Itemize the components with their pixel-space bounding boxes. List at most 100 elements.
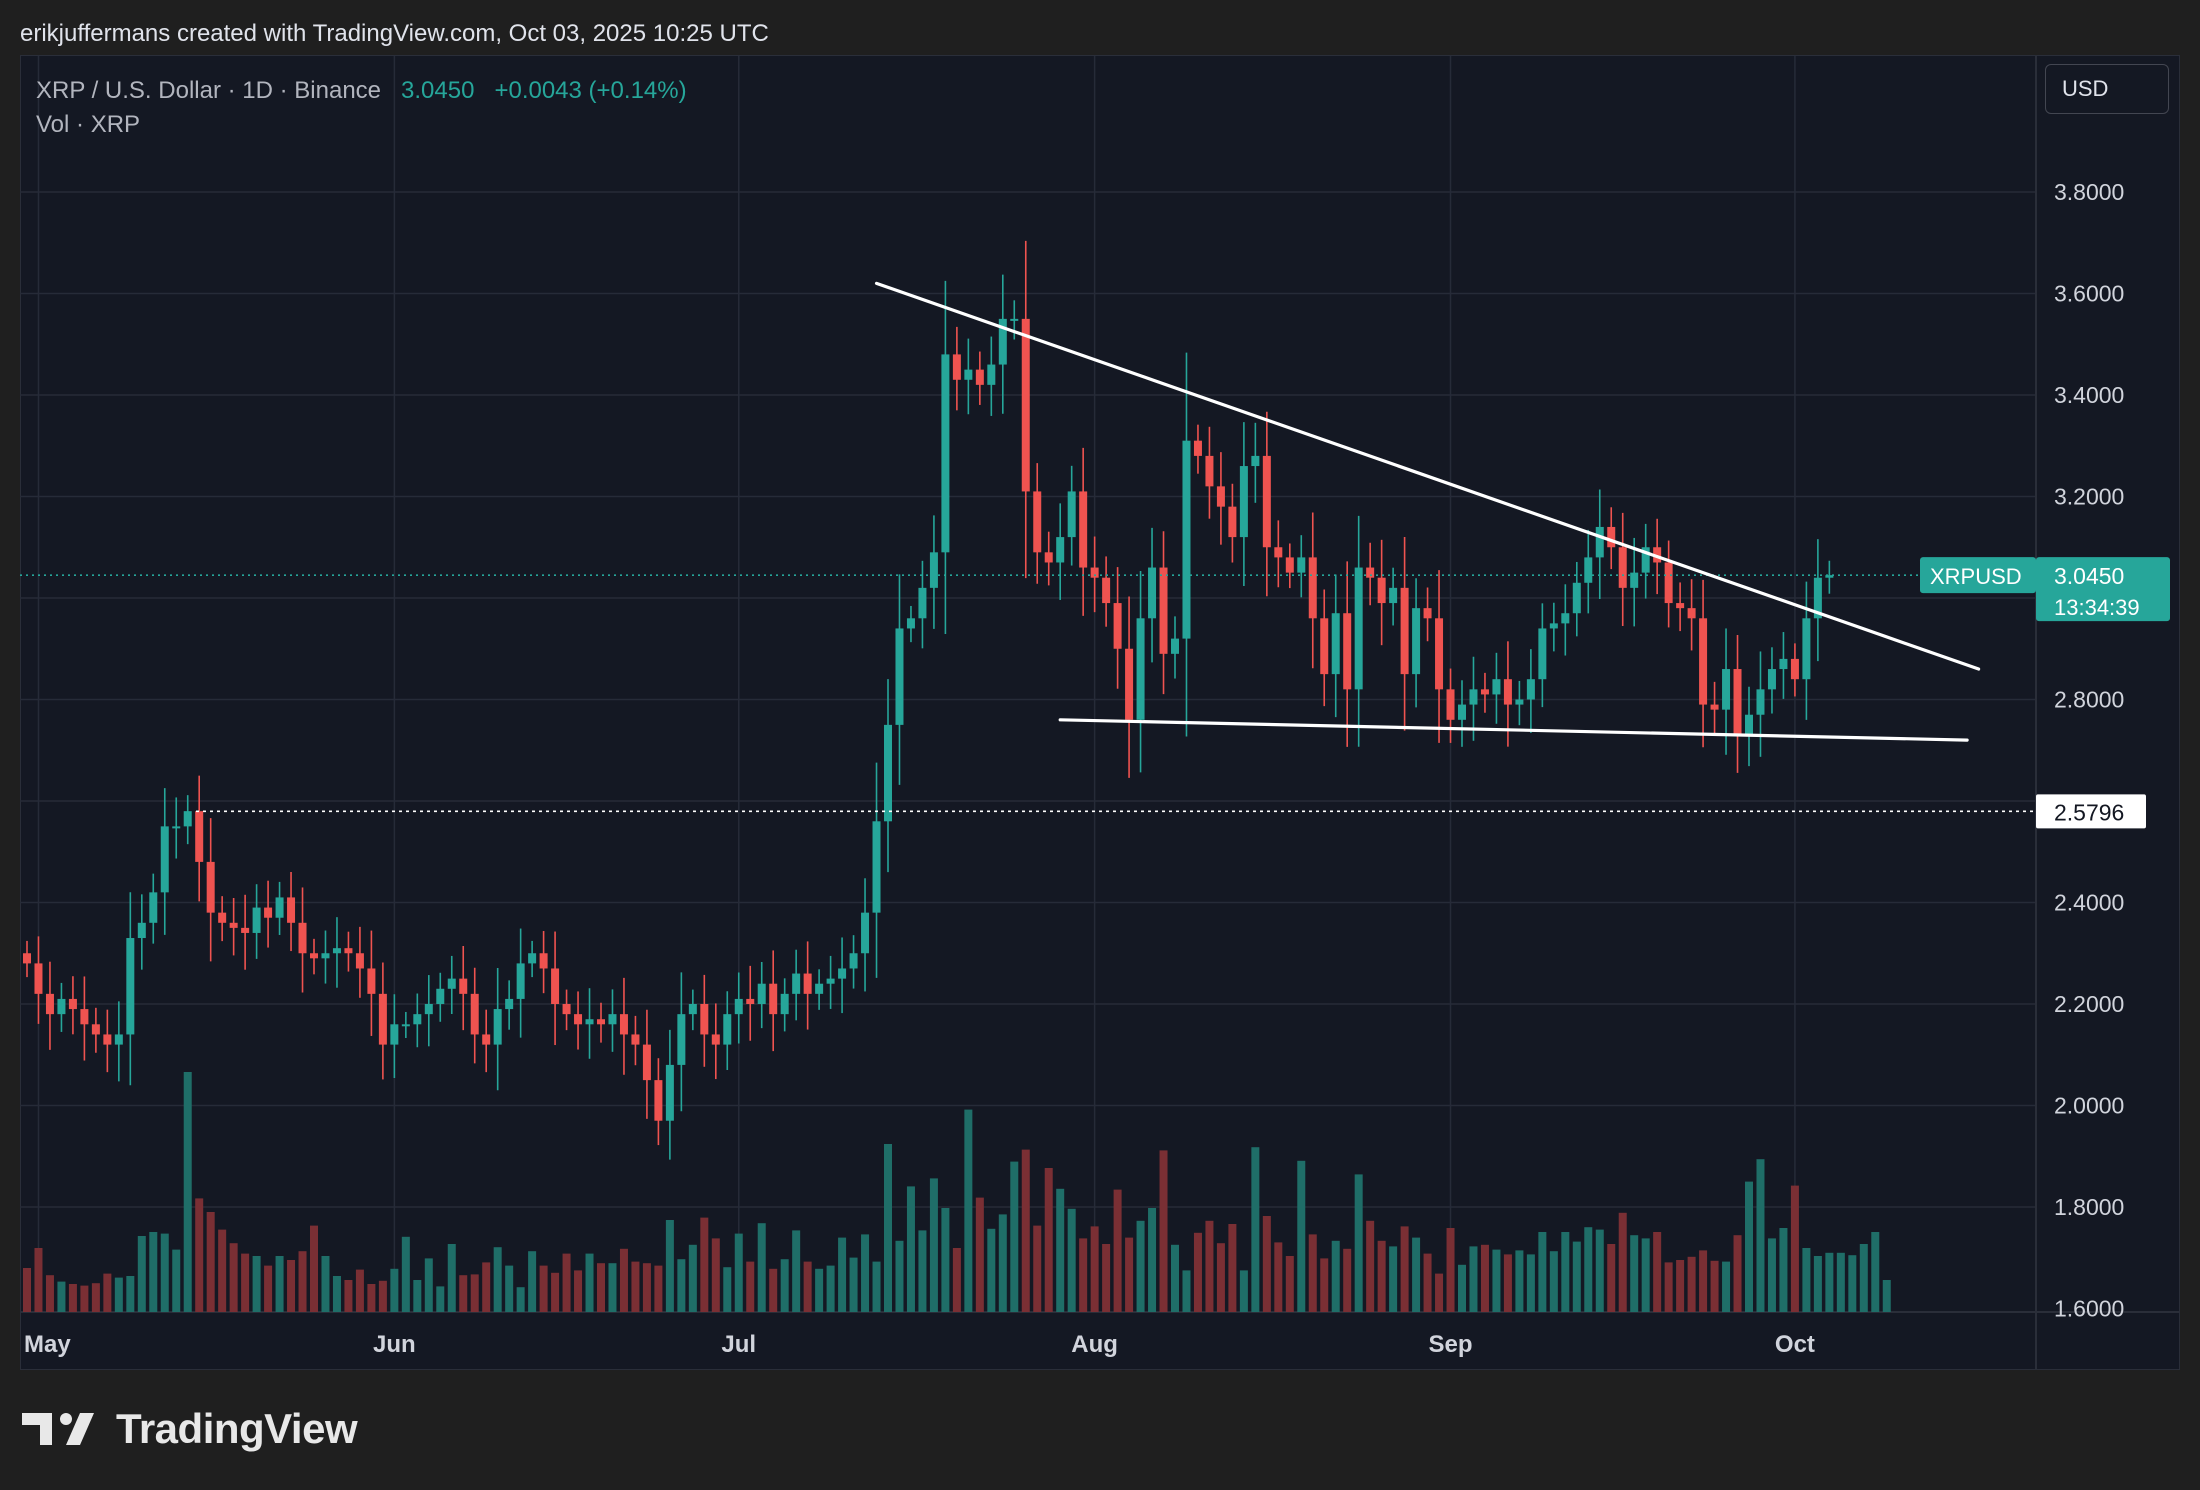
candle-body: [861, 912, 870, 954]
candle-body: [1377, 577, 1386, 604]
candle-body: [998, 318, 1007, 365]
chart-pane[interactable]: [20, 55, 2180, 1370]
volume-bar: [1308, 1234, 1317, 1312]
candle-body: [241, 927, 250, 933]
volume-bar: [1389, 1246, 1398, 1312]
volume-bar: [1664, 1262, 1673, 1312]
candle-body: [45, 993, 54, 1015]
price-tag-box: [2036, 557, 2170, 622]
volume-bar: [413, 1280, 422, 1312]
candle-body: [344, 948, 353, 954]
volume-bar: [906, 1186, 915, 1312]
volume-bar: [608, 1263, 617, 1312]
volume-bar: [1549, 1251, 1558, 1312]
candle-body: [401, 1024, 410, 1027]
candle-body: [780, 993, 789, 1015]
candle-body: [803, 973, 812, 994]
volume-bar: [1779, 1228, 1788, 1312]
volume-bar: [287, 1260, 296, 1312]
volume-bar: [723, 1267, 732, 1312]
volume-bar: [91, 1283, 100, 1312]
volume-bar: [1836, 1252, 1845, 1312]
volume-bar: [1561, 1232, 1570, 1312]
volume-bar: [206, 1212, 215, 1312]
volume-bar: [1228, 1224, 1237, 1312]
candle-body: [390, 1024, 399, 1045]
candle-body: [1515, 699, 1524, 705]
candle-body: [1492, 679, 1501, 695]
volume-bar: [528, 1251, 537, 1312]
candle-body: [585, 1019, 594, 1025]
candle-body: [1756, 689, 1765, 715]
candle-body: [1469, 689, 1478, 705]
volume-bar: [1469, 1246, 1478, 1312]
volume-bar: [126, 1276, 135, 1312]
candle-body: [1630, 572, 1639, 588]
volume-bar: [321, 1256, 330, 1312]
volume-bar: [310, 1225, 318, 1312]
volume-bar: [700, 1217, 709, 1312]
candle-body: [57, 998, 66, 1015]
volume-bar: [367, 1284, 376, 1312]
candle-body: [1699, 618, 1708, 705]
candle-body: [941, 354, 950, 553]
candle-body: [413, 1014, 422, 1025]
volume-legend[interactable]: Vol · XRP: [36, 111, 141, 138]
candle-body: [528, 953, 537, 964]
candle-body: [1262, 455, 1271, 548]
candle-body: [1366, 567, 1375, 578]
y-tick-label: 2.4000: [2054, 890, 2124, 916]
candle-body: [160, 826, 169, 893]
volume-bar: [895, 1240, 904, 1312]
volume-bar: [838, 1237, 847, 1312]
symbol-title[interactable]: XRP / U.S. Dollar · 1D · Binance: [36, 77, 382, 104]
candle-body: [287, 897, 296, 923]
volume-bar: [1687, 1256, 1696, 1312]
candle-body: [1480, 689, 1489, 695]
volume-bar: [137, 1236, 146, 1312]
volume-bar: [516, 1287, 525, 1312]
candle-body: [964, 369, 973, 380]
volume-bar: [1297, 1160, 1306, 1312]
volume-bar: [757, 1223, 766, 1312]
candle-body: [1159, 567, 1168, 654]
y-tick-label: 2.2000: [2054, 991, 2124, 1017]
volume-bar: [1435, 1273, 1444, 1312]
volume-bar: [562, 1253, 571, 1312]
volume-bar: [1090, 1226, 1099, 1312]
candle-body: [264, 907, 273, 918]
candle-body: [1389, 587, 1398, 604]
candle-body: [1813, 577, 1822, 619]
candle-body: [619, 1014, 628, 1035]
candle-body: [792, 973, 801, 994]
volume-bar: [1205, 1220, 1214, 1312]
volume-bar: [1079, 1238, 1088, 1312]
volume-bar: [459, 1275, 468, 1312]
candle-body: [275, 897, 284, 918]
volume-bar: [23, 1268, 31, 1312]
candle-body: [1343, 613, 1352, 690]
candle-body: [1561, 613, 1570, 624]
volume-bar: [1767, 1238, 1776, 1312]
candle-body: [126, 938, 135, 1035]
candle-body: [1526, 679, 1535, 700]
price-tag-price: 3.0450: [2054, 563, 2124, 589]
candle-body: [1446, 689, 1455, 720]
currency-selector[interactable]: USD: [2045, 64, 2169, 114]
candle-body: [1400, 587, 1409, 675]
volume-bar: [344, 1280, 353, 1312]
volume-bar: [1033, 1225, 1042, 1312]
candle-body: [1331, 613, 1340, 675]
y-tick-label: 2.8000: [2054, 687, 2124, 713]
y-tick-label: 1.8000: [2054, 1194, 2124, 1220]
candle-body: [310, 953, 318, 959]
volume-bar: [1412, 1237, 1421, 1312]
y-tick-label: 3.2000: [2054, 484, 2124, 510]
candle-body: [103, 1034, 112, 1045]
volume-bar: [183, 1072, 192, 1312]
volume-bar: [1377, 1240, 1386, 1312]
volume-bar: [815, 1268, 824, 1312]
candle-body: [378, 993, 387, 1045]
volume-bar: [1526, 1254, 1535, 1312]
